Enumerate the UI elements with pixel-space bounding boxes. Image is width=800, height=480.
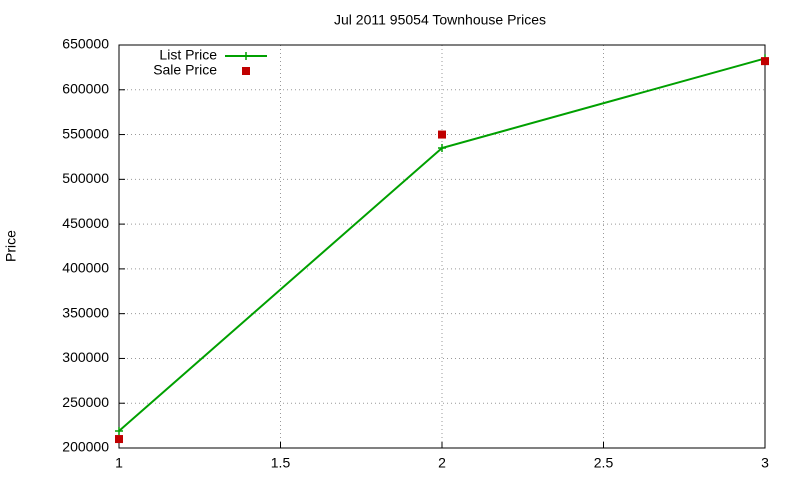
point [115,435,123,444]
point [438,130,446,139]
point [761,57,769,66]
x-tick-label: 3 [761,455,769,471]
chart-title: Jul 2011 95054 Townhouse Prices [334,12,546,28]
legend-label: Sale Price [153,62,217,78]
series-line [118,57,766,432]
y-tick-label: 250000 [62,394,109,410]
y-tick-label: 650000 [62,36,109,52]
y-axis-label: Price [3,230,19,262]
legend-label: List Price [159,47,217,63]
y-tick-label: 400000 [62,260,109,276]
point [115,426,123,435]
x-tick-label: 1.5 [271,455,291,471]
y-tick-label: 500000 [62,170,109,186]
x-tick-label: 2 [438,455,446,471]
x-tick-label: 2.5 [594,455,614,471]
point [438,143,446,152]
y-tick-label: 550000 [62,125,109,141]
plot-frame [118,44,766,449]
legend-marker [242,67,250,75]
y-tick-label: 200000 [62,439,109,455]
legend-marker [242,52,250,60]
y-tick-label: 450000 [62,215,109,231]
y-tick-label: 350000 [62,304,109,320]
y-tick-label: 300000 [62,349,109,365]
x-tick-label: 1 [115,455,123,471]
y-tick-label: 600000 [62,80,109,96]
